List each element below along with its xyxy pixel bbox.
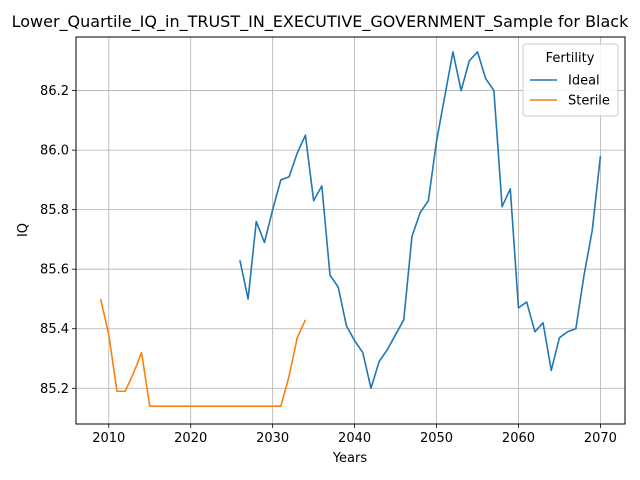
y-tick-label: 85.6: [40, 263, 69, 278]
series-layer: [99, 51, 602, 407]
legend-box: [522, 43, 619, 117]
chart-title: Lower_Quartile_IQ_in_TRUST_IN_EXECUTIVE_…: [12, 12, 629, 32]
x-axis-ticks: 2010 2020 2030 2040 2050 2060 2070: [92, 424, 617, 446]
plot-frame: [75, 36, 626, 425]
y-axis-label: IQ: [16, 223, 31, 237]
y-tick-label: 85.4: [40, 322, 69, 337]
x-tick-label: 2040: [338, 431, 371, 446]
x-tick-label: 2060: [502, 431, 535, 446]
legend-label-sterile: Sterile: [568, 94, 610, 109]
x-tick-label: 2010: [92, 431, 125, 446]
y-axis-ticks: 85.2 85.4 85.6 85.8 86.0 86.2: [40, 84, 76, 397]
x-tick-label: 2070: [584, 431, 617, 446]
x-axis-label: Years: [332, 451, 368, 466]
legend: Fertility Ideal Sterile: [522, 43, 619, 117]
legend-label-ideal: Ideal: [568, 74, 600, 89]
legend-items: Ideal Sterile: [530, 74, 610, 109]
series-line-ideal: [239, 51, 602, 390]
y-tick-label: 86.0: [40, 144, 69, 159]
legend-title: Fertility: [546, 51, 595, 66]
y-tick-label: 86.2: [40, 84, 69, 99]
x-tick-label: 2030: [256, 431, 289, 446]
series-line-sterile: [99, 298, 307, 407]
y-tick-label: 85.8: [40, 203, 69, 218]
y-tick-label: 85.2: [40, 382, 69, 397]
x-tick-label: 2020: [174, 431, 207, 446]
x-tick-label: 2050: [420, 431, 453, 446]
